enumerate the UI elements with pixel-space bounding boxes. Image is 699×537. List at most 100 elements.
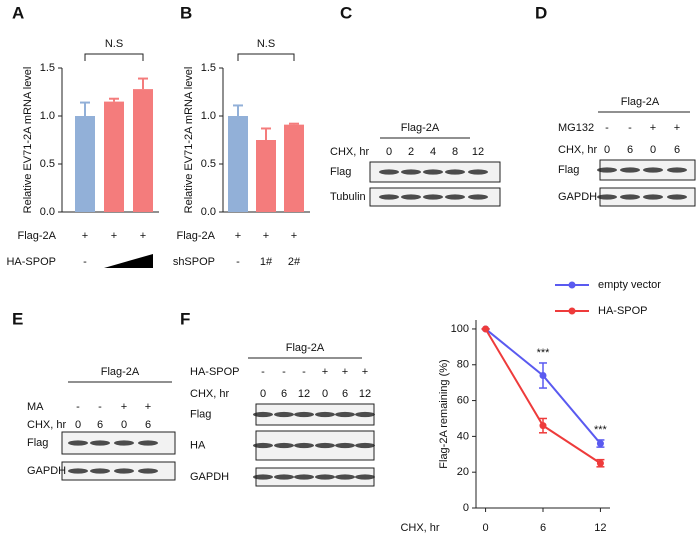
legend-marker	[568, 307, 576, 315]
panel-label: E	[12, 309, 23, 328]
y-tick-label: 0.0	[40, 206, 55, 218]
blot-band	[315, 442, 335, 449]
point	[539, 422, 547, 430]
y-tick-label: 0	[463, 502, 469, 514]
lane-label: -	[605, 122, 609, 134]
row-cell: -	[236, 256, 240, 268]
x-axis-label: CHX, hr	[400, 522, 439, 534]
blot-band	[294, 442, 314, 449]
row-cell: -	[83, 256, 87, 268]
row-label: shSPOP	[173, 256, 215, 268]
lane-label: +	[674, 122, 680, 134]
lane-label: 6	[145, 419, 151, 431]
row-label: CHX, hr	[190, 388, 229, 400]
panel-label: A	[12, 3, 24, 22]
panel-label: B	[180, 3, 192, 22]
blot-band	[90, 468, 110, 474]
blot-band	[423, 194, 443, 200]
blot-band	[643, 167, 663, 173]
lane-label: -	[302, 366, 306, 378]
row-label: CHX, hr	[27, 419, 66, 431]
blot-band	[294, 474, 314, 480]
x-tick-label: 0	[483, 522, 489, 534]
blot-band	[667, 167, 687, 173]
lane-label: +	[650, 122, 656, 134]
blot-title: Flag-2A	[286, 342, 325, 354]
y-tick-label: 1.5	[201, 62, 216, 74]
blot-band	[68, 468, 88, 474]
lane-label: 4	[430, 146, 436, 158]
blot-band	[468, 194, 488, 200]
blot-band	[379, 169, 399, 175]
blot-band	[114, 468, 134, 474]
lane-label: 12	[359, 388, 371, 400]
lane-label: 0	[604, 144, 610, 156]
blot-band	[274, 442, 294, 449]
row-label: Flag-2A	[17, 230, 56, 242]
lane-label: 8	[452, 146, 458, 158]
lane-label: 0	[386, 146, 392, 158]
x-tick-label: 6	[540, 522, 546, 534]
blot-band	[253, 442, 273, 449]
row-cell: +	[140, 230, 146, 242]
row-label: CHX, hr	[558, 144, 597, 156]
blot-band	[315, 474, 335, 480]
row-cell: +	[263, 230, 269, 242]
y-tick-label: 0.5	[201, 158, 216, 170]
y-tick-label: 80	[457, 359, 469, 371]
blot-band	[355, 411, 375, 418]
blot-band	[620, 167, 640, 173]
legend-label: empty vector	[598, 279, 661, 291]
blot-title: Flag-2A	[101, 366, 140, 378]
row-cell: +	[82, 230, 88, 242]
panel-label: F	[180, 309, 190, 328]
blot-band	[445, 194, 465, 200]
bar	[284, 124, 304, 212]
blot-band	[315, 411, 335, 418]
blot-band	[335, 442, 355, 449]
lane-label: +	[362, 366, 368, 378]
lane-label: -	[261, 366, 265, 378]
band-label: Flag	[558, 164, 579, 176]
y-tick-label: 1.5	[40, 62, 55, 74]
y-tick-label: 0.0	[201, 206, 216, 218]
lane-label: 6	[342, 388, 348, 400]
blot-band	[138, 468, 158, 474]
band-label: HA	[190, 439, 206, 451]
blot-band	[274, 474, 294, 480]
point	[482, 325, 490, 333]
dose-ramp	[104, 254, 153, 268]
lane-label: 6	[674, 144, 680, 156]
band-label: GAPDH	[190, 471, 229, 483]
band-label: GAPDH	[27, 465, 66, 477]
blot-band	[620, 194, 640, 200]
annotation: ***	[594, 424, 608, 436]
blot-band	[274, 411, 294, 418]
lane-label: 0	[322, 388, 328, 400]
blot-band	[423, 169, 443, 175]
blot-band	[445, 169, 465, 175]
y-axis-label: Relative EV71-2A mRNA level	[183, 67, 195, 214]
blot-title: Flag-2A	[401, 122, 440, 134]
lane-label: +	[342, 366, 348, 378]
y-tick-label: 1.0	[201, 110, 216, 122]
blot-band	[253, 411, 273, 418]
blot-band	[401, 169, 421, 175]
row-cell: 1#	[260, 256, 273, 268]
row-label: MG132	[558, 122, 594, 134]
significance-bracket	[84, 53, 144, 61]
band-label: Tubulin	[330, 191, 366, 203]
legend-label: HA-SPOP	[598, 305, 648, 317]
row-label: HA-SPOP	[6, 256, 56, 268]
blot-band	[294, 411, 314, 418]
panel-label: C	[340, 3, 352, 22]
blot-band	[253, 474, 273, 480]
lane-label: 6	[281, 388, 287, 400]
row-cell: +	[235, 230, 241, 242]
row-label: MA	[27, 401, 44, 413]
lane-label: 2	[408, 146, 414, 158]
y-tick-label: 20	[457, 466, 469, 478]
row-cell: +	[291, 230, 297, 242]
blot-band	[138, 440, 158, 446]
